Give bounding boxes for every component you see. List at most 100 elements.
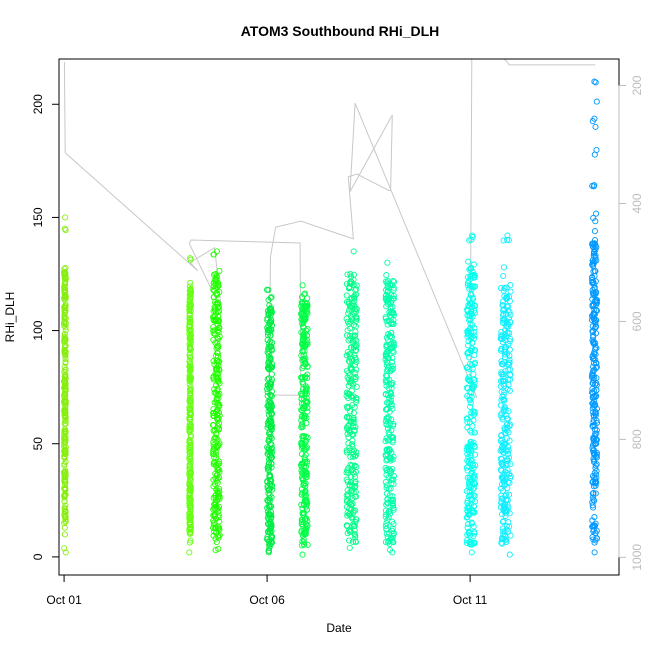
data-point: [300, 330, 307, 337]
data-point: [384, 280, 392, 288]
data-point: [265, 547, 272, 554]
data-point: [61, 520, 68, 527]
data-point: [187, 354, 194, 361]
data-point: [348, 366, 355, 373]
data-point: [61, 315, 68, 322]
data-point: [471, 271, 478, 279]
data-point: [265, 350, 272, 357]
data-point: [502, 447, 509, 454]
data-point: [384, 499, 391, 507]
data-point: [387, 420, 394, 427]
data-point: [469, 486, 477, 493]
data-point: [61, 531, 68, 538]
data-point: [61, 269, 69, 276]
data-point: [386, 507, 393, 514]
data-point: [498, 410, 505, 417]
data-point: [303, 473, 310, 480]
data-point: [267, 515, 274, 522]
data-point: [592, 464, 599, 472]
data-point: [303, 437, 310, 444]
data-point: [216, 367, 223, 374]
data-point: [382, 513, 389, 520]
data-point: [384, 284, 391, 291]
data-point: [351, 351, 358, 358]
data-point: [503, 303, 510, 310]
data-point: [383, 295, 390, 302]
data-point: [210, 324, 217, 331]
data-point: [383, 484, 390, 491]
data-point: [186, 305, 194, 312]
data-point: [301, 299, 308, 306]
data-point: [347, 304, 354, 311]
data-point: [591, 549, 598, 556]
data-point: [304, 522, 311, 529]
data-point: [499, 476, 506, 483]
data-point: [264, 464, 271, 471]
data-point: [503, 294, 510, 302]
data-point: [62, 295, 69, 302]
series-5: [297, 282, 311, 558]
data-point: [304, 541, 311, 548]
data-point: [593, 387, 600, 394]
data-point: [469, 268, 476, 275]
data-point: [386, 309, 393, 316]
data-point: [591, 325, 598, 332]
data-point: [267, 354, 274, 361]
data-point: [211, 504, 218, 511]
data-point: [589, 261, 596, 268]
data-point: [61, 545, 68, 552]
data-point: [298, 521, 305, 528]
data-point: [304, 371, 311, 378]
data-point: [504, 421, 511, 428]
data-point: [186, 411, 193, 418]
data-point: [464, 499, 471, 507]
data-point: [264, 479, 271, 486]
data-point: [502, 461, 509, 468]
data-point: [471, 480, 478, 487]
data-point: [465, 493, 473, 500]
data-point: [590, 536, 597, 543]
data-point: [264, 329, 271, 336]
data-point: [186, 368, 193, 375]
data-point: [591, 78, 598, 85]
data-point: [467, 496, 474, 503]
data-point: [213, 395, 220, 402]
data-point: [302, 528, 309, 535]
data-point: [383, 415, 390, 422]
data-point: [298, 529, 305, 536]
data-point: [506, 510, 513, 517]
data-point: [266, 406, 273, 413]
data-point: [507, 288, 514, 295]
data-point: [385, 354, 392, 361]
data-point: [384, 414, 391, 421]
data-point: [216, 440, 223, 447]
data-point: [506, 308, 513, 315]
data-point: [590, 504, 597, 511]
data-point: [593, 210, 600, 217]
data-point: [347, 461, 354, 468]
data-point: [211, 307, 219, 314]
data-point: [389, 502, 397, 509]
data-point: [468, 291, 475, 298]
data-point: [386, 447, 393, 454]
data-point: [267, 455, 274, 462]
data-point: [62, 410, 69, 417]
data-point: [465, 338, 472, 345]
data-point: [265, 430, 273, 437]
data-point: [214, 479, 221, 486]
data-point: [187, 452, 194, 459]
data-point: [214, 334, 221, 341]
data-point: [299, 282, 306, 289]
data-point: [469, 339, 476, 346]
data-point: [589, 243, 597, 250]
data-point: [62, 293, 69, 300]
data-point: [593, 471, 600, 478]
data-point: [268, 521, 275, 528]
data-point: [590, 398, 598, 405]
data-point: [505, 454, 512, 461]
data-point: [591, 522, 598, 529]
data-point: [213, 272, 220, 279]
data-point: [507, 371, 514, 378]
data-point: [507, 282, 514, 289]
data-point: [268, 316, 275, 323]
